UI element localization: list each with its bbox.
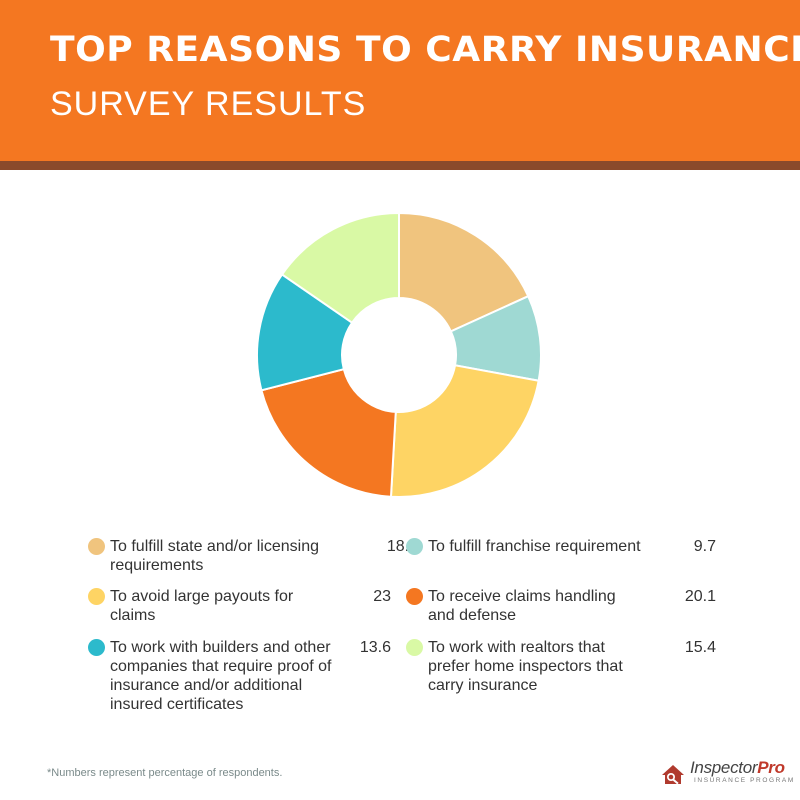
legend-swatch: [406, 538, 423, 555]
donut-chart: [256, 211, 542, 498]
inspectorpro-logo: InspectorPro INSURANCE PROGRAM: [660, 758, 793, 788]
legend-swatch: [406, 588, 423, 605]
legend-value: 9.7: [693, 538, 716, 555]
logo-wordmark-part1: Inspector: [690, 758, 758, 777]
header-divider: [0, 161, 800, 170]
header-banner: TOP REASONS TO CARRY INSURANCE SURVEY RE…: [0, 0, 800, 161]
footnote: *Numbers represent percentage of respond…: [47, 767, 283, 779]
house-badge-icon: [662, 765, 684, 785]
page-title: TOP REASONS TO CARRY INSURANCE: [50, 30, 800, 70]
legend-label: To receive claims handling and defense: [428, 588, 616, 624]
logo-wordmark: InspectorPro: [690, 758, 785, 778]
donut-slice-0: [398, 211, 530, 333]
legend-label: To avoid large payouts for claims: [110, 588, 294, 624]
logo-tagline: INSURANCE PROGRAM: [694, 777, 795, 784]
legend-value: 15.4: [684, 639, 716, 656]
legend-swatch: [88, 588, 105, 605]
legend-value: 20.1: [684, 588, 716, 605]
donut-slice-2: [389, 364, 540, 498]
legend-value: 23: [373, 588, 391, 605]
donut-slice-3: [260, 367, 397, 498]
donut-slice-4: [256, 273, 354, 392]
legend-swatch: [88, 639, 105, 656]
page-subtitle: SURVEY RESULTS: [50, 85, 367, 123]
legend-label: To fulfill state and/or licensing requir…: [110, 538, 319, 574]
donut-slice-5: [280, 211, 400, 325]
legend-value: 13.6: [359, 639, 391, 656]
legend-swatch: [88, 538, 105, 555]
legend-label: To work with builders and other companie…: [110, 639, 332, 713]
legend-swatch: [406, 639, 423, 656]
legend-label: To work with realtors that prefer home i…: [428, 639, 623, 694]
legend-label: To fulfill franchise requirement: [428, 538, 641, 555]
logo-wordmark-part2: Pro: [757, 758, 785, 777]
